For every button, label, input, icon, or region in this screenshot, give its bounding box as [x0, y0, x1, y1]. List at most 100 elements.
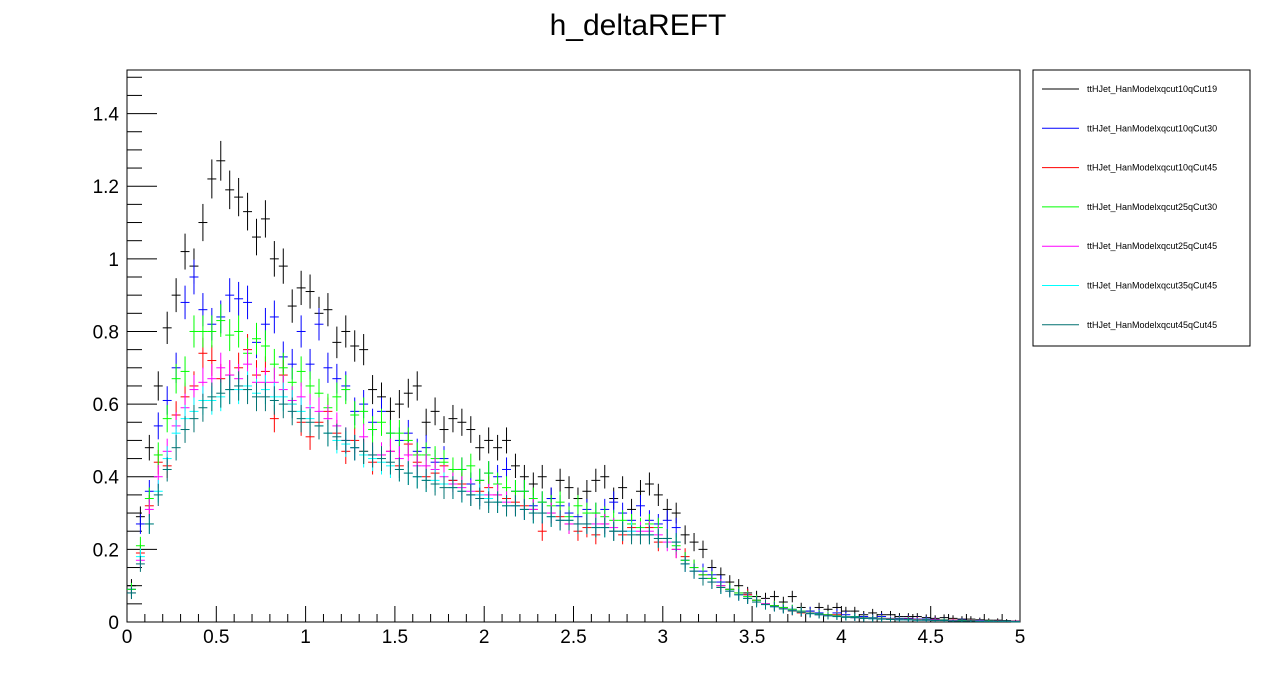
x-tick-label: 1.5: [382, 627, 408, 648]
data-point: [555, 468, 565, 493]
data-point: [180, 233, 190, 270]
legend-label: ttHJet_HanModelxqcut10qCut45: [1087, 163, 1217, 173]
data-point: [368, 442, 378, 468]
x-tick-label: 3.5: [739, 627, 765, 648]
data-point: [484, 427, 494, 454]
data-point: [430, 397, 440, 426]
data-point: [841, 613, 851, 621]
data-point: [127, 586, 136, 600]
data-point: [225, 170, 235, 210]
data-point: [323, 352, 333, 383]
data-point: [502, 427, 511, 454]
legend-item: ttHJet_HanModelxqcut10qCut30: [1042, 123, 1217, 133]
legend-item: ttHJet_HanModelxqcut10qCut19: [1042, 84, 1217, 94]
data-point: [278, 389, 288, 419]
data-point: [225, 375, 235, 405]
data-point: [921, 618, 931, 622]
legend-item: ttHJet_HanModelxqcut25qCut30: [1042, 202, 1217, 212]
data-point: [377, 446, 386, 471]
series-3: [127, 334, 1020, 622]
legend: ttHJet_HanModelxqcut10qCut19 ttHJet_HanMo…: [1032, 69, 1251, 347]
legend-label: ttHJet_HanModelxqcut35qCut45: [1087, 281, 1217, 291]
data-point: [519, 498, 529, 520]
data-point: [377, 408, 386, 436]
data-point: [457, 408, 467, 436]
data-point: [609, 491, 619, 513]
data-point: [769, 601, 779, 612]
data-point: [189, 259, 199, 295]
y-tick-label: 0: [108, 613, 119, 634]
data-point: [332, 423, 342, 450]
data-point: [528, 502, 538, 524]
data-point: [421, 468, 431, 493]
data-point: [787, 606, 797, 616]
data-point: [278, 248, 288, 284]
data-point: [234, 315, 244, 348]
data-point: [698, 571, 708, 586]
data-point: [609, 521, 619, 541]
data-point: [778, 604, 788, 614]
data-point: [573, 514, 583, 534]
series-2: [127, 259, 1020, 622]
data-point: [287, 289, 297, 323]
data-point: [903, 617, 913, 622]
chart-title: h_deltaREFT: [550, 9, 727, 42]
data-point: [591, 517, 601, 538]
data-point: [537, 521, 547, 541]
data-point: [573, 495, 583, 517]
data-point: [582, 514, 592, 534]
legend-label: ttHJet_HanModelxqcut25qCut30: [1087, 202, 1217, 212]
data-point: [323, 293, 333, 327]
data-point: [171, 434, 181, 461]
y-tick-label: 1.4: [93, 105, 120, 126]
data-point: [314, 307, 324, 341]
data-point: [475, 434, 485, 461]
data-point: [394, 389, 404, 419]
data-point: [787, 590, 797, 603]
data-point: [225, 278, 235, 313]
data-point: [296, 356, 306, 387]
data-point: [644, 525, 654, 545]
data-point: [832, 613, 842, 621]
data-point: [877, 616, 887, 622]
data-point: [350, 401, 360, 429]
data-point: [403, 378, 413, 408]
data-point: [859, 615, 869, 622]
data-point: [216, 304, 226, 337]
data-point: [662, 510, 672, 531]
data-point: [993, 620, 1003, 622]
data-point: [216, 378, 226, 408]
x-tick-label: 0.5: [203, 627, 229, 648]
data-point: [332, 382, 342, 412]
data-point: [260, 330, 270, 362]
data-point: [564, 510, 574, 531]
data-point: [260, 382, 270, 412]
data-point: [296, 315, 306, 348]
data-point: [144, 434, 154, 461]
data-point: [439, 476, 449, 500]
data-point: [225, 319, 235, 352]
data-point: [814, 610, 824, 619]
data-point: [912, 618, 922, 622]
y-tick-label: 0.8: [93, 322, 119, 343]
data-point: [493, 434, 503, 461]
data-point: [975, 620, 985, 622]
data-point: [537, 502, 547, 524]
data-point: [618, 476, 628, 500]
data-point: [894, 617, 904, 622]
data-point: [564, 476, 574, 500]
x-tick-label: 0: [122, 627, 133, 648]
data-point: [957, 619, 967, 622]
data-point: [466, 483, 476, 507]
x-tick-label: 4.5: [917, 627, 943, 648]
x-tick-label: 2.5: [560, 627, 586, 648]
data-point: [359, 334, 369, 366]
data-point: [743, 592, 753, 605]
data-point: [180, 285, 190, 320]
series-7: [127, 371, 1020, 623]
data-point: [698, 540, 708, 559]
data-point: [680, 555, 690, 572]
data-point: [484, 461, 494, 486]
data-point: [269, 386, 279, 415]
legend-label: ttHJet_HanModelxqcut25qCut45: [1087, 241, 1217, 251]
